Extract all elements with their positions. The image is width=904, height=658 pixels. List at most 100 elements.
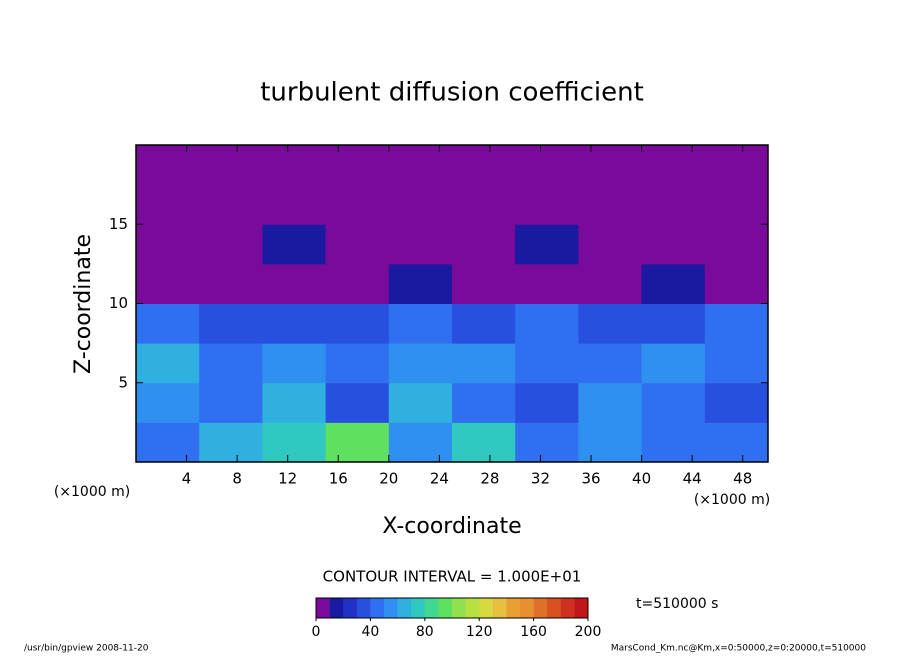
field-cell [704,224,769,265]
field-cell [704,263,769,304]
field-cell [641,343,706,384]
x-tick-label: 20 [379,470,398,488]
y-tick-label: 15 [109,215,128,233]
field-cell [641,263,706,304]
field-cell [578,184,643,225]
field-cell [388,263,453,304]
field-cell [452,422,516,463]
field-cell [199,145,263,186]
colorbar-swatch [533,598,548,618]
chart-title: turbulent diffusion coefficient [260,78,644,108]
footer-right: MarsCond_Km.nc@Km,x=0:50000,z=0:20000,t=… [611,644,866,654]
field-cell [325,303,390,344]
field-cell [325,263,390,304]
colorbar-tick-label: 120 [466,624,493,640]
colorbar-swatch [452,598,466,618]
y-tick-label: 10 [109,294,128,312]
field-cell [388,224,453,265]
colorbar-swatch [356,598,371,618]
colorbar-tick-label: 160 [520,624,547,640]
field-cell [515,263,579,304]
field-cell [262,224,327,265]
field-cell [578,263,643,304]
field-cell [199,422,263,463]
field-cell [704,382,769,423]
field-cell [199,343,263,384]
field-cell [325,343,390,384]
colorbar-swatch [560,598,575,618]
field-cell [388,145,453,186]
colorbar-swatch [479,598,494,618]
field-cell [704,145,769,186]
field-cell [452,382,516,423]
field-cell [388,343,453,384]
field-cell [641,303,706,344]
field-cell [136,263,200,304]
field-cell [325,422,390,463]
colorbar-swatch [411,598,426,618]
field-cell [262,303,327,344]
field-cell [262,382,327,423]
field-cell [704,343,769,384]
field-cell [136,303,200,344]
x-tick-label: 28 [480,470,499,488]
colorbar-swatch [574,598,589,618]
x-tick-label: 36 [581,470,600,488]
colorbar-tick-label: 0 [312,624,321,640]
field-cell [578,224,643,265]
field-cell [515,224,579,265]
field-cell [262,422,327,463]
colorbar-tick-label: 40 [361,624,379,640]
x-unit-label: (×1000 m) [694,492,770,508]
x-tick-label: 24 [430,470,449,488]
field-cell [262,145,327,186]
field-cell [578,303,643,344]
colorbar-swatch [329,598,344,618]
x-tick-label: 4 [182,470,192,488]
field-cell [452,263,516,304]
field-cell [388,382,453,423]
field-cell [262,263,327,304]
field-cell [199,382,263,423]
field-cell [136,343,200,384]
field-cell [325,382,390,423]
field-cell [704,303,769,344]
field-cell [452,224,516,265]
x-tick-label: 48 [733,470,752,488]
field-cell [262,184,327,225]
y-tick-label: 5 [118,373,128,391]
field-cell [452,184,516,225]
colorbar-swatch [424,598,439,618]
colorbar-tick-label: 80 [416,624,434,640]
colorbar-swatch [506,598,521,618]
field-cell [199,224,263,265]
field-cell [199,263,263,304]
field-cell [199,184,263,225]
colorbar-swatch [547,598,562,618]
x-axis-label: X-coordinate [382,514,521,539]
colorbar-swatch [370,598,385,618]
field-cell [578,145,643,186]
field-cell [136,422,200,463]
field-cell [641,422,706,463]
field-cell [136,184,200,225]
field-cell [199,303,263,344]
field-cell [578,382,643,423]
colorbar-frame [315,597,589,619]
field-cell [641,382,706,423]
colorbar-swatch [397,598,412,618]
colorbar-swatch [492,598,507,618]
colorbar-tick-label: 200 [575,624,602,640]
field-cell [641,224,706,265]
field-cell [452,303,516,344]
x-tick-label: 16 [329,470,348,488]
field-cell [515,184,579,225]
x-tick-label: 44 [683,470,702,488]
field-cell [136,382,200,423]
subtitle: CONTOUR INTERVAL = 1.000E+01 [323,568,582,586]
field-cell [325,224,390,265]
field-cell [515,422,579,463]
colorbar-swatch [343,598,358,618]
field-cell [262,343,327,384]
colorbar-swatch [465,598,480,618]
